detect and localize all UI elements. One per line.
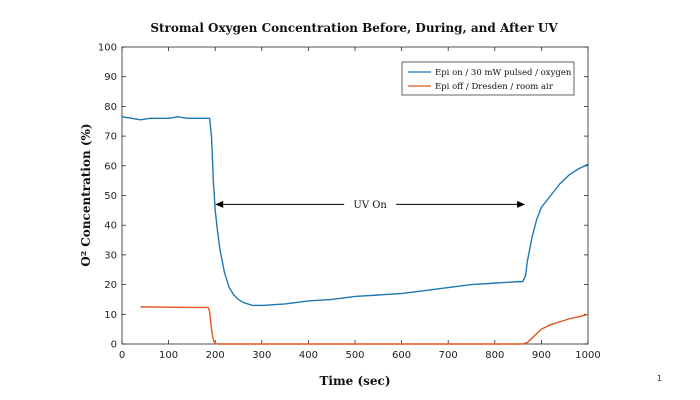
x-tick-label: 1000 bbox=[575, 350, 600, 361]
legend: Epi on / 30 mW pulsed / oxygen Epi off /… bbox=[401, 61, 575, 96]
annotation: UV On bbox=[215, 200, 526, 211]
y-axis: 0 10 20 30 40 50 60 70 80 90 100 bbox=[98, 43, 588, 351]
page-number: 1 bbox=[656, 374, 662, 383]
x-tick-label: 100 bbox=[159, 350, 178, 361]
legend-box bbox=[401, 61, 575, 96]
plot-area: 0 100 200 300 400 500 600 700 800 900 1000 0 10 20 30… bbox=[98, 43, 601, 362]
x-axis: 0 100 200 300 400 500 600 700 800 900 1000 bbox=[119, 47, 601, 361]
legend-label-series-2: Epi off / Dresden / room air bbox=[435, 82, 554, 92]
y-tick-label: 10 bbox=[104, 310, 117, 321]
y-tick-label: 20 bbox=[104, 280, 117, 291]
y-tick-label: 80 bbox=[104, 102, 117, 113]
x-tick-label: 700 bbox=[439, 350, 458, 361]
x-tick-label: 300 bbox=[252, 350, 271, 361]
chart-title: Stromal Oxygen Concentration Before, Dur… bbox=[150, 21, 558, 35]
y-tick-label: 60 bbox=[104, 161, 117, 172]
x-tick-label: 200 bbox=[206, 350, 225, 361]
x-axis-label: Time (sec) bbox=[319, 374, 390, 388]
y-tick-label: 90 bbox=[104, 72, 117, 83]
x-tick-label: 800 bbox=[485, 350, 504, 361]
y-tick-label: 40 bbox=[104, 221, 117, 232]
annotation-arrowhead-left bbox=[215, 200, 224, 208]
annotation-arrowhead-right bbox=[517, 200, 526, 208]
y-tick-label: 0 bbox=[111, 340, 117, 351]
series-line-1 bbox=[121, 116, 589, 307]
y-tick-label: 70 bbox=[104, 132, 117, 143]
x-tick-label: 400 bbox=[299, 350, 318, 361]
y-tick-label: 30 bbox=[104, 250, 117, 261]
series-layer bbox=[121, 116, 589, 345]
x-tick-label: 0 bbox=[119, 350, 125, 361]
series-line-2 bbox=[140, 306, 589, 345]
plot-frame bbox=[121, 46, 589, 345]
y-tick-label: 100 bbox=[98, 43, 117, 54]
legend-label-series-1: Epi on / 30 mW pulsed / oxygen bbox=[435, 68, 572, 78]
x-tick-label: 600 bbox=[392, 350, 411, 361]
y-axis-label: O² Concentration (%) bbox=[79, 123, 93, 266]
x-tick-label: 500 bbox=[345, 350, 364, 361]
annotation-label: UV On bbox=[353, 200, 387, 211]
x-tick-label: 900 bbox=[532, 350, 551, 361]
y-tick-label: 50 bbox=[104, 191, 117, 202]
